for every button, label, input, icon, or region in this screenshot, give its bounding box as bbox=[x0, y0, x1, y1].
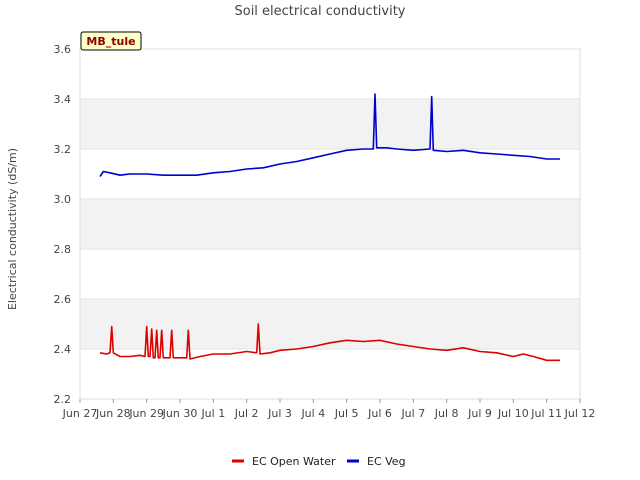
plot-area bbox=[80, 49, 580, 399]
y-tick-label: 3.4 bbox=[54, 93, 72, 106]
x-tick-label: Jul 10 bbox=[497, 407, 529, 420]
x-tick-label: Jul 5 bbox=[334, 407, 359, 420]
x-tick-label: Jul 8 bbox=[434, 407, 459, 420]
series-line-ec-veg bbox=[99, 93, 560, 177]
legend-label: EC Open Water bbox=[252, 455, 336, 468]
y-tick-label: 3.2 bbox=[54, 143, 72, 156]
x-tick-label: Jun 27 bbox=[62, 407, 98, 420]
x-tick-label: Jul 4 bbox=[300, 407, 325, 420]
x-tick-label: Jul 3 bbox=[267, 407, 292, 420]
y-tick-label: 2.2 bbox=[54, 393, 72, 406]
x-tick-label: Jul 7 bbox=[400, 407, 425, 420]
x-tick-label: Jul 9 bbox=[467, 407, 492, 420]
x-tick-label: Jul 12 bbox=[564, 407, 596, 420]
y-tick-label: 3.0 bbox=[54, 193, 72, 206]
y-tick-label: 2.8 bbox=[54, 243, 72, 256]
x-tick-label: Jun 30 bbox=[162, 407, 198, 420]
grid-band bbox=[80, 199, 580, 249]
grid-band bbox=[80, 99, 580, 149]
x-tick-label: Jul 2 bbox=[234, 407, 259, 420]
y-tick-label: 2.6 bbox=[54, 293, 72, 306]
y-tick-label: 2.4 bbox=[54, 343, 72, 356]
y-axis-ticks: 2.2 2.4 2.6 2.8 3.0 3.2 3.4 3.6 bbox=[54, 43, 72, 406]
legend: EC Open Water EC Veg bbox=[232, 455, 406, 468]
x-tick-label: Jul 1 bbox=[200, 407, 225, 420]
x-tick-label: Jul 11 bbox=[530, 407, 562, 420]
series-line-ec-open-water bbox=[99, 323, 560, 362]
legend-label: EC Veg bbox=[367, 455, 406, 468]
x-tick-label: Jun 28 bbox=[95, 407, 131, 420]
site-label-background bbox=[80, 31, 142, 51]
plot-border bbox=[79, 48, 581, 400]
x-tick-label: Jul 6 bbox=[367, 407, 392, 420]
chart-title: Soil electrical conductivity bbox=[234, 4, 405, 19]
site-label-box: MB_tule bbox=[80, 31, 142, 51]
x-tick-label: Jun 29 bbox=[128, 407, 164, 420]
site-label: MB_tule bbox=[86, 35, 135, 48]
series-layer bbox=[99, 93, 560, 362]
grid-band bbox=[80, 299, 580, 349]
y-axis-label: Electrical conductivity (dS/m) bbox=[6, 148, 19, 310]
y-tick-label: 3.6 bbox=[54, 43, 72, 56]
